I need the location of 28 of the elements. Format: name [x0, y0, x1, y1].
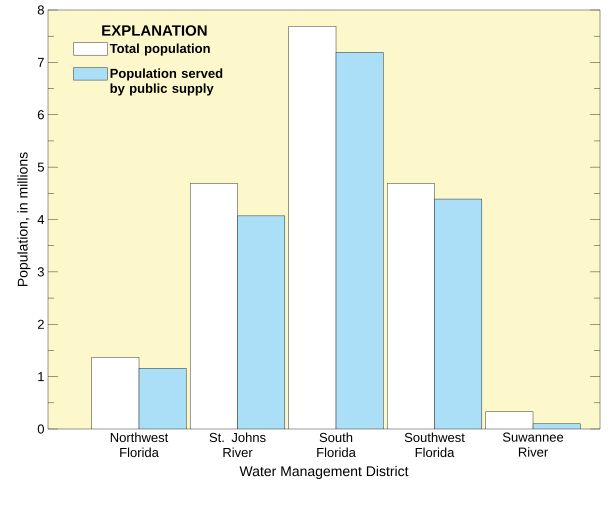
- x-tick-label: Northwest Florida: [110, 432, 168, 458]
- x-axis-title: Water Management District: [240, 466, 408, 479]
- x-tick-label: Suwannee River: [502, 432, 564, 457]
- bar: [139, 368, 186, 429]
- y-tick-label: 7: [38, 58, 44, 67]
- bar: [434, 199, 482, 429]
- bar: [288, 26, 336, 429]
- x-tick-label: St. Johns River: [210, 432, 266, 458]
- legend-title: EXPLANATION: [102, 25, 207, 36]
- y-tick-label: 8: [38, 5, 44, 15]
- y-tick-label: 5: [38, 162, 44, 172]
- bar: [190, 183, 238, 429]
- x-tick-label: Southwest Florida: [404, 432, 465, 458]
- bar: [238, 216, 285, 429]
- bar: [387, 183, 435, 429]
- y-tick-label: 4: [38, 215, 44, 224]
- legend-label: Total population: [110, 44, 210, 56]
- y-tick-label: 3: [38, 267, 44, 276]
- bar: [92, 357, 140, 429]
- y-tick-label: 6: [38, 110, 44, 120]
- y-tick-label: 2: [38, 320, 44, 329]
- bar: [336, 52, 384, 429]
- y-axis-title: Population, in millions: [17, 152, 30, 286]
- y-tick-label: 0: [38, 424, 44, 434]
- bar: [486, 412, 534, 429]
- x-tick-label: South Florida: [317, 432, 356, 458]
- y-tick-label: 1: [38, 372, 44, 382]
- legend-label: Population served by public supply: [110, 68, 222, 96]
